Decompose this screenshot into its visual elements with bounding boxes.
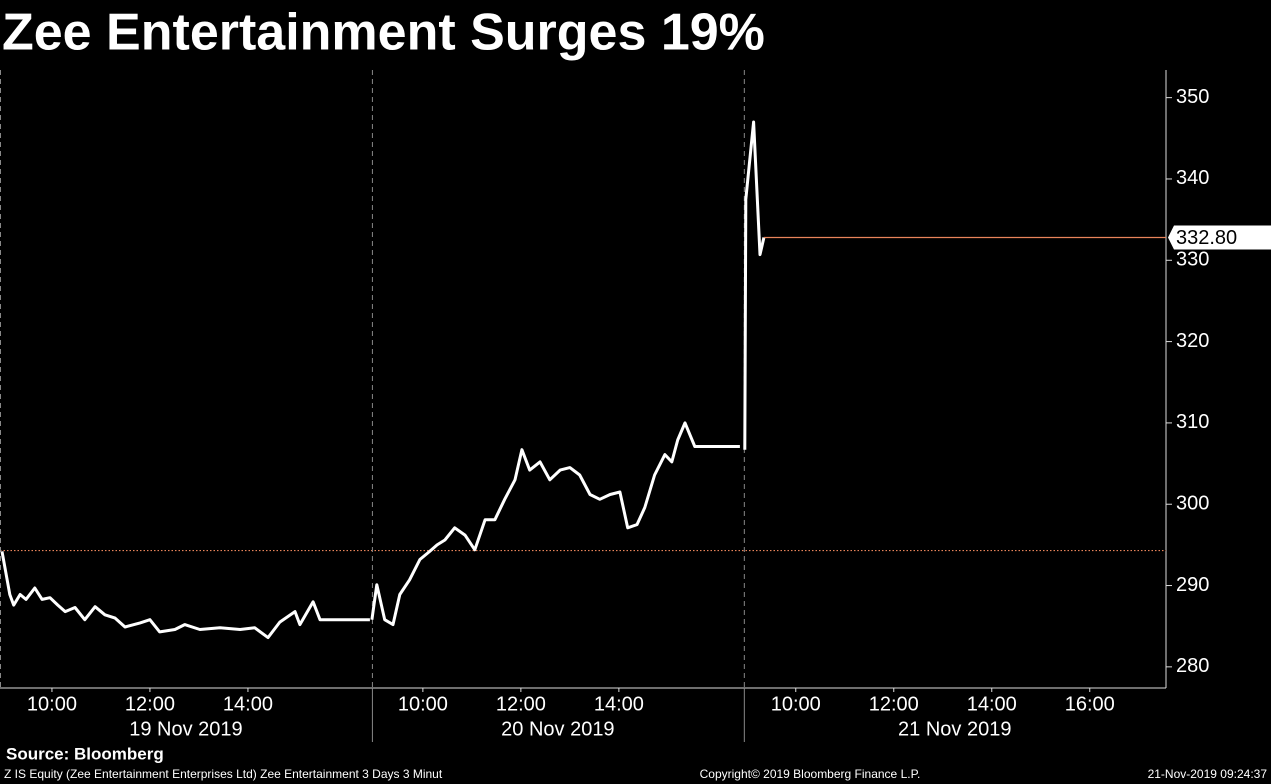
x-tick-label: 12:00	[496, 693, 546, 715]
y-tick-label: 310	[1176, 411, 1209, 433]
y-tick-label: 340	[1176, 167, 1209, 189]
x-tick-label: 14:00	[223, 693, 273, 715]
price-line	[370, 421, 740, 627]
price-line	[0, 551, 370, 640]
footer-right: 21-Nov-2019 09:24:37	[1148, 767, 1268, 781]
day-label: 20 Nov 2019	[501, 718, 614, 740]
price-line	[743, 120, 766, 450]
day-label: 21 Nov 2019	[898, 718, 1011, 740]
source: Source: Bloomberg	[6, 744, 164, 763]
chart-title: Zee Entertainment Surges 19%	[2, 4, 765, 62]
x-tick-label: 12:00	[125, 693, 175, 715]
y-tick-label: 320	[1176, 330, 1209, 352]
day-label: 19 Nov 2019	[129, 718, 242, 740]
y-tick-label: 350	[1176, 86, 1209, 108]
y-tick-label: 330	[1176, 249, 1209, 271]
y-tick-label: 290	[1176, 574, 1209, 596]
y-tick-label: 280	[1176, 655, 1209, 677]
x-tick-label: 12:00	[869, 693, 919, 715]
y-tick-label: 300	[1176, 493, 1209, 515]
last-value-box	[1168, 225, 1271, 250]
footer-left: Z IS Equity (Zee Entertainment Enterpris…	[4, 767, 443, 781]
x-tick-label: 14:00	[594, 693, 644, 715]
x-tick-label: 10:00	[27, 693, 77, 715]
x-tick-label: 10:00	[398, 693, 448, 715]
last-value-label: 332.80	[1176, 227, 1237, 249]
footer-center: Copyright© 2019 Bloomberg Finance L.P.	[700, 767, 921, 781]
x-tick-label: 10:00	[771, 693, 821, 715]
x-tick-label: 14:00	[967, 693, 1017, 715]
x-tick-label: 16:00	[1065, 693, 1115, 715]
